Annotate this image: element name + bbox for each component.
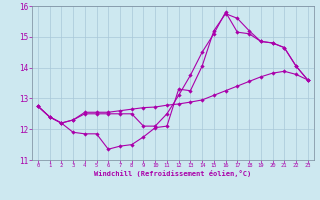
X-axis label: Windchill (Refroidissement éolien,°C): Windchill (Refroidissement éolien,°C): [94, 170, 252, 177]
